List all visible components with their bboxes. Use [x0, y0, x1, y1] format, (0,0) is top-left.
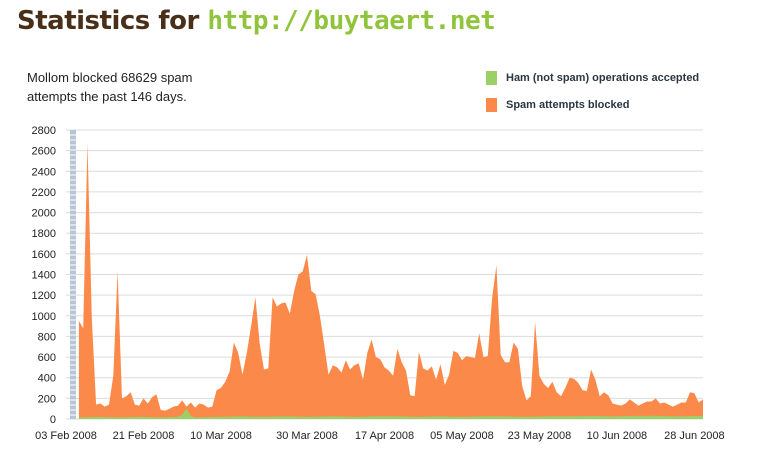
- y-tick-label: 1000: [32, 311, 56, 323]
- title-prefix: Statistics for: [17, 6, 199, 36]
- y-tick-label: 1600: [32, 249, 56, 261]
- y-tick-label: 200: [38, 393, 56, 405]
- spam-summary: Mollom blocked 68629 spam attempts the p…: [27, 68, 247, 106]
- legend-item-ham: Ham (not spam) operations accepted: [486, 70, 699, 86]
- y-tick-label: 400: [38, 373, 56, 385]
- y-tick-label: 2400: [32, 166, 56, 178]
- y-axis: 0 200 400 600 800 1000 1200 1400 1600 1800 2000 220…: [32, 125, 76, 426]
- y-tick-label: 2000: [32, 208, 56, 220]
- x-tick-label: 10 Jun 2008: [587, 430, 648, 442]
- x-tick-label: 28 Jun 2008: [664, 430, 725, 442]
- legend-label-spam: Spam attempts blocked: [506, 99, 630, 111]
- x-tick-label: 23 May 2008: [508, 430, 572, 442]
- x-tick-label: 10 Mar 2008: [190, 430, 252, 442]
- legend-label-ham: Ham (not spam) operations accepted: [506, 72, 700, 84]
- summary-line-1: Mollom blocked 68629 spam: [27, 70, 193, 85]
- x-tick-label: 05 May 2008: [430, 430, 494, 442]
- y-tick-label: 1400: [32, 270, 56, 282]
- chart-legend: Ham (not spam) operations accepted Spam …: [486, 70, 699, 124]
- ham-swatch-icon: [486, 71, 497, 85]
- x-axis: 03 Feb 2008 21 Feb 2008 10 Mar 2008 30 Mar …: [35, 430, 725, 442]
- chart-grid: [66, 129, 703, 420]
- spam-swatch-icon: [486, 98, 497, 112]
- x-tick-label: 30 Mar 2008: [276, 430, 338, 442]
- y-tick-label: 0: [50, 414, 56, 426]
- y-tick-label: 2800: [32, 125, 56, 137]
- y-tick-label: 800: [38, 331, 56, 343]
- page-title: Statistics for http://buytaert.net: [17, 6, 496, 36]
- legend-item-spam: Spam attempts blocked: [486, 97, 699, 113]
- chart-areas: [78, 143, 703, 419]
- x-tick-label: 17 Apr 2008: [355, 430, 414, 442]
- y-tick-label: 1800: [32, 228, 56, 240]
- y-tick-label: 1200: [32, 290, 56, 302]
- ham-area: [78, 408, 703, 419]
- y-tick-label: 2600: [32, 146, 56, 158]
- y-tick-label: 600: [38, 352, 56, 364]
- summary-line-2: attempts the past 146 days.: [27, 89, 187, 104]
- y-tick-label: 2200: [32, 187, 56, 199]
- spam-area: [78, 143, 703, 419]
- spam-chart: 0 200 400 600 800 1000 1200 1400 1600 1800 2000 220…: [32, 125, 725, 442]
- x-tick-label: 21 Feb 2008: [113, 430, 175, 442]
- site-url: http://buytaert.net: [207, 6, 496, 36]
- x-tick-label: 03 Feb 2008: [35, 430, 97, 442]
